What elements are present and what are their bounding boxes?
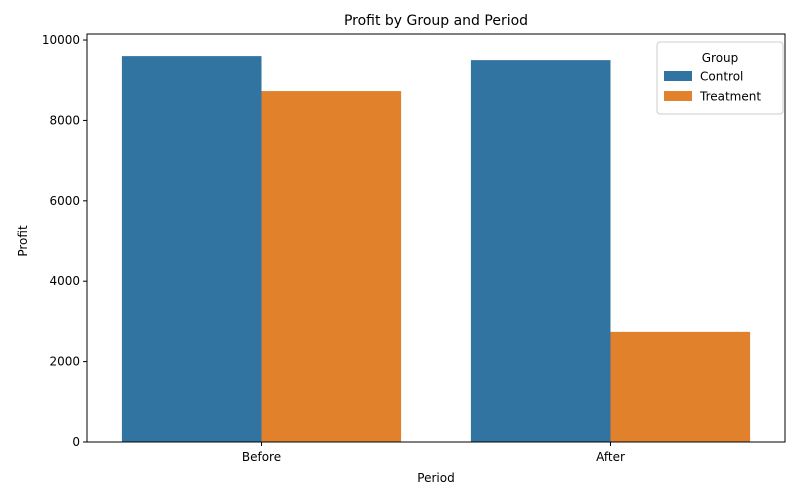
bar-treatment-after bbox=[610, 331, 751, 442]
legend: Group Control Treatment bbox=[656, 41, 784, 115]
x-tick-label: After bbox=[596, 450, 625, 464]
x-tick-label: Before bbox=[242, 450, 281, 464]
legend-swatch-treatment bbox=[664, 91, 692, 101]
y-tick-label: 10000 bbox=[42, 33, 80, 47]
chart-title: Profit by Group and Period bbox=[344, 13, 528, 29]
plot-area: Before After 0 2000 4000 6000 8000 10000 bbox=[42, 33, 786, 464]
bar-control-before bbox=[121, 56, 262, 443]
axes-frame bbox=[86, 33, 786, 443]
y-tick-label: 8000 bbox=[49, 113, 80, 127]
y-tick-label: 2000 bbox=[49, 355, 80, 369]
y-tick-label: 4000 bbox=[49, 274, 80, 288]
legend-label-treatment: Treatment bbox=[699, 90, 761, 104]
legend-label-control: Control bbox=[700, 70, 743, 84]
y-tick-label: 0 bbox=[72, 435, 80, 449]
bar-treatment-before bbox=[261, 91, 402, 442]
legend-items: Control Treatment bbox=[664, 70, 761, 104]
legend-swatch-control bbox=[664, 71, 692, 81]
y-tick-label: 6000 bbox=[49, 194, 80, 208]
bar-control-after bbox=[470, 60, 611, 442]
legend-title: Group bbox=[702, 51, 739, 65]
y-axis-label: Profit bbox=[16, 225, 30, 257]
x-axis-label: Period bbox=[417, 471, 454, 485]
